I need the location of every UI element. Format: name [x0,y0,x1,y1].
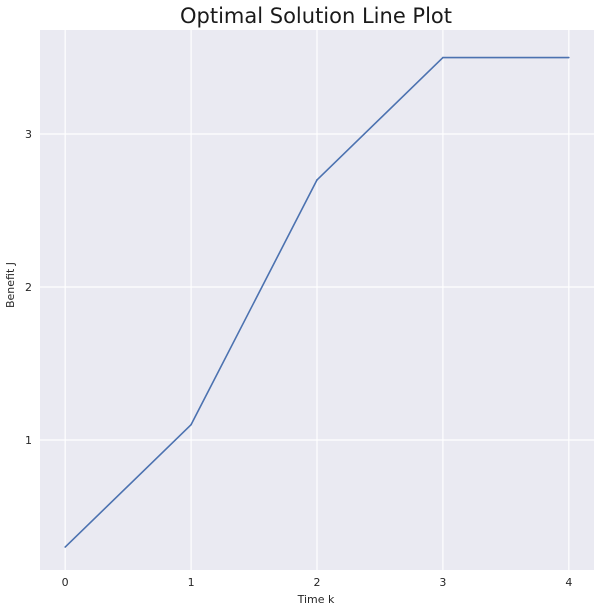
x-tick-label: 4 [565,576,572,589]
data-point [190,423,192,426]
data-point [316,179,318,181]
y-tick-label: 2 [25,281,32,294]
series-layer [64,56,570,548]
y-tick-labels: 1 2 3 [25,128,32,447]
data-point [64,546,66,548]
data-point [442,56,444,59]
x-tick-label: 2 [314,576,321,589]
x-tick-label: 3 [439,576,446,589]
y-tick-label: 3 [25,128,32,141]
x-tick-labels: 0 1 2 3 4 [62,576,573,589]
x-tick-label: 1 [188,576,195,589]
data-point [568,56,570,59]
chart-title: Optimal Solution Line Plot [180,4,452,28]
x-tick-label: 0 [62,576,69,589]
x-axis-label: Time k [297,593,335,606]
y-axis-label: Benefit J [4,262,17,308]
y-tick-label: 1 [25,434,32,447]
x-gridlines [64,30,570,570]
y-gridlines [40,133,594,441]
